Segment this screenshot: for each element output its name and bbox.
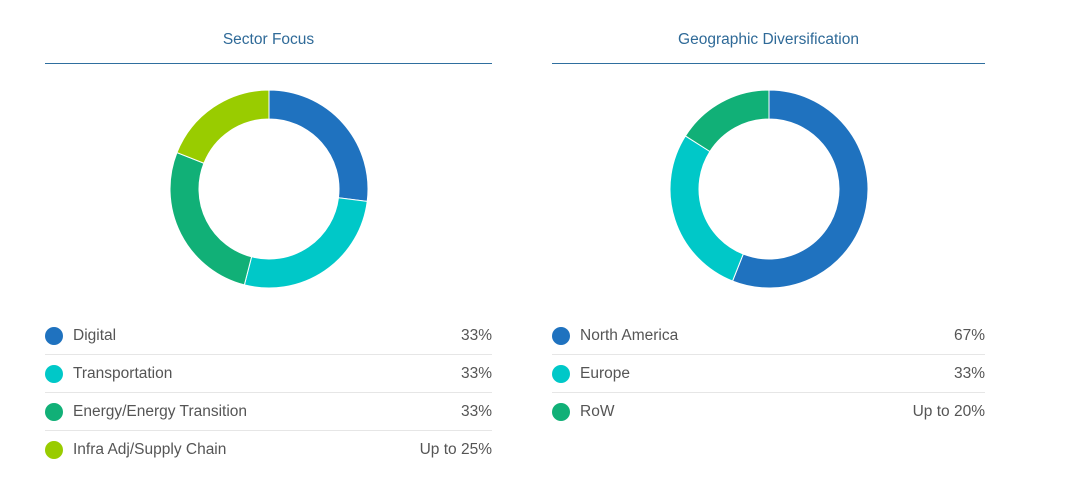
legend-row-row: RoW Up to 20%: [552, 393, 985, 431]
legend-row-transportation: Transportation 33%: [45, 355, 492, 393]
legend-label: North America: [580, 326, 679, 344]
donut-slice-europe: [669, 135, 744, 282]
legend-dot-icon: [45, 441, 63, 459]
geographic-diversification-legend: North America 67% Europe 33% RoW Up to 20%: [552, 317, 985, 431]
legend-label: RoW: [580, 403, 615, 420]
sector-focus-chart: [45, 64, 492, 314]
legend-value: 33%: [953, 364, 985, 382]
legend-dot-icon: [45, 402, 63, 421]
geographic-diversification-chart: [552, 64, 985, 314]
legend-row-europe: Europe 33%: [552, 355, 985, 393]
legend-dot-icon: [552, 326, 570, 345]
donut-slice-infra-adj-supply-chain: [175, 89, 269, 164]
sector-focus-title: Sector Focus: [45, 0, 492, 64]
donut-slice-energy-energy-transition: [169, 151, 252, 286]
legend-row-north-america: North America 67%: [552, 317, 985, 355]
legend-label: Infra Adj/Supply Chain: [73, 441, 227, 458]
geographic-diversification-title: Geographic Diversification: [552, 0, 985, 64]
legend-dot-icon: [552, 364, 570, 383]
legend-value: Up to 25%: [419, 441, 492, 458]
legend-row-infra-adj-supply-chain: Infra Adj/Supply Chain Up to 25%: [45, 431, 492, 469]
legend-label: Europe: [580, 364, 630, 382]
legend-dot-icon: [45, 364, 63, 383]
legend-dot-icon: [45, 326, 63, 345]
donut-slice-digital: [268, 89, 368, 202]
legend-label: Digital: [73, 326, 117, 344]
legend-row-energy-energy-transition: Energy/Energy Transition 33%: [45, 393, 492, 431]
donut-slice-transportation: [243, 197, 368, 289]
legend-dot-icon: [552, 403, 570, 421]
legend-row-digital: Digital 33%: [45, 317, 492, 355]
donut-slice-row: [684, 89, 769, 153]
geographic-diversification-donut: [669, 89, 868, 289]
legend-value: 33%: [460, 364, 492, 382]
legend-label: Energy/Energy Transition: [73, 402, 248, 420]
legend-label: Transportation: [73, 364, 173, 382]
legend-value: 67%: [953, 326, 985, 344]
sector-focus-legend: Digital 33% Transportation 33% Energy/Energy…: [45, 317, 492, 469]
legend-value: 33%: [460, 326, 492, 344]
geographic-diversification-panel: Geographic Diversification North America…: [552, 0, 985, 431]
legend-value: 33%: [460, 402, 492, 420]
sector-focus-panel: Sector Focus Digital 33% Transportation 33%…: [45, 0, 492, 469]
donut-slice-north-america: [731, 89, 868, 289]
sector-focus-donut: [169, 89, 368, 289]
legend-value: Up to 20%: [912, 403, 985, 420]
